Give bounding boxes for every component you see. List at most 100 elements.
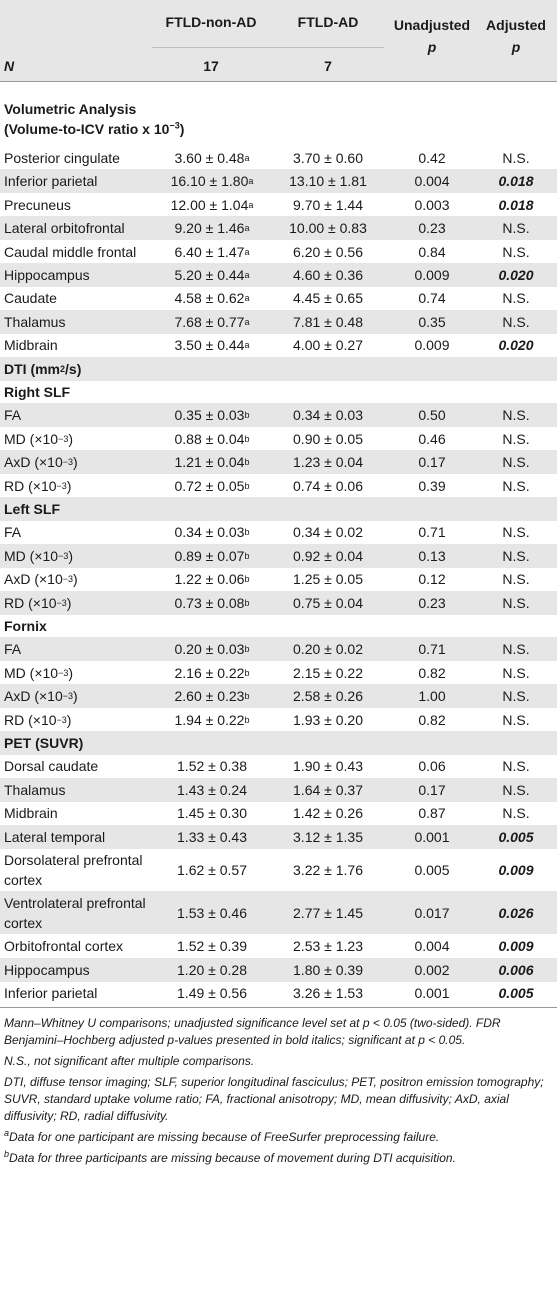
value-ftld-ad: 2.53 ± 1.23 xyxy=(293,938,363,954)
table-row: Lateral orbitofrontal 9.20 ± 1.46 a 10.00 ±… xyxy=(0,216,557,240)
row-label: Midbrain xyxy=(4,805,58,821)
section-volumetric-title: Volumetric Analysis xyxy=(4,101,137,117)
value-ftld-non-ad: 6.40 ± 1.47 a xyxy=(174,244,250,260)
value-unadjusted-p: 0.71 xyxy=(418,524,446,540)
table-row: Midbrain 1.45 ± 0.30 1.42 ± 0.26 0.87 N.S. xyxy=(0,801,557,825)
value-adjusted-p: 0.020 xyxy=(498,267,534,283)
value-unadjusted-p: 0.39 xyxy=(418,478,446,494)
row-label: AxD (×10 −3) xyxy=(4,454,78,470)
table-row: FA 0.35 ± 0.03 b 0.34 ± 0.03 0.50 N.S. xyxy=(0,403,557,427)
row-label: FA xyxy=(4,641,22,657)
value-unadjusted-p: 0.23 xyxy=(418,595,446,611)
value-ftld-ad: 4.45 ± 0.65 xyxy=(293,290,363,306)
value-adjusted-p: N.S. xyxy=(502,244,530,260)
value-adjusted-p: 0.026 xyxy=(498,904,534,921)
row-label: Thalamus xyxy=(4,782,66,798)
value-adjusted-p: N.S. xyxy=(502,571,530,587)
value-unadjusted-p: 0.42 xyxy=(418,150,446,166)
value-adjusted-p: N.S. xyxy=(502,665,530,681)
value-adjusted-p: N.S. xyxy=(502,478,530,494)
value-ftld-ad: 1.23 ± 0.04 xyxy=(293,454,363,470)
row-label: Posterior cingulate xyxy=(4,150,120,166)
value-ftld-non-ad: 12.00 ± 1.04 a xyxy=(170,197,254,213)
n-ftld-ad: 7 xyxy=(324,58,332,74)
value-ftld-non-ad: 1.33 ± 0.43 xyxy=(177,829,247,845)
value-ftld-ad: 2.15 ± 0.22 xyxy=(293,665,363,681)
value-ftld-non-ad: 3.50 ± 0.44 a xyxy=(174,337,250,353)
value-ftld-ad: 1.42 ± 0.26 xyxy=(293,805,363,821)
value-unadjusted-p: 0.005 xyxy=(414,861,450,878)
value-adjusted-p: 0.009 xyxy=(498,938,534,954)
value-ftld-ad: 3.70 ± 0.60 xyxy=(293,150,363,166)
value-ftld-ad: 1.80 ± 0.39 xyxy=(293,962,363,978)
value-unadjusted-p: 0.17 xyxy=(418,454,446,470)
table-row: RD (×10 −3) 0.72 ± 0.05 b 0.74 ± 0.06 0.39 N.S… xyxy=(0,474,557,498)
value-adjusted-p: 0.006 xyxy=(498,962,534,978)
section-fornix-label: Fornix xyxy=(4,618,47,634)
row-label: Ventrolateral prefrontal cortex xyxy=(4,894,146,931)
row-label: AxD (×10 −3) xyxy=(4,571,78,587)
row-label: MD (×10 −3) xyxy=(4,665,74,681)
table-row: Precuneus 12.00 ± 1.04 a 9.70 ± 1.44 0.003 0.… xyxy=(0,193,557,217)
table-row: MD (×10 −3) 2.16 ± 0.22 b 2.15 ± 0.22 0.82 N.S… xyxy=(0,661,557,685)
row-label: Hippocampus xyxy=(4,267,90,283)
value-unadjusted-p: 0.001 xyxy=(414,985,450,1001)
value-ftld-non-ad: 1.52 ± 0.38 xyxy=(177,758,247,774)
value-ftld-non-ad: 1.22 ± 0.06 b xyxy=(174,571,250,587)
value-unadjusted-p: 0.003 xyxy=(414,197,450,213)
value-ftld-ad: 0.92 ± 0.04 xyxy=(293,548,363,564)
value-unadjusted-p: 0.71 xyxy=(418,641,446,657)
row-label: Midbrain xyxy=(4,337,58,353)
value-ftld-non-ad: 1.21 ± 0.04 b xyxy=(174,454,250,470)
value-ftld-ad: 1.90 ± 0.43 xyxy=(293,758,363,774)
value-unadjusted-p: 0.82 xyxy=(418,712,446,728)
value-adjusted-p: 0.020 xyxy=(498,337,534,353)
value-unadjusted-p: 0.009 xyxy=(414,337,450,353)
table-row: Orbitofrontal cortex 1.52 ± 0.39 2.53 ± 1.… xyxy=(0,934,557,958)
value-adjusted-p: N.S. xyxy=(502,712,530,728)
table-row: AxD (×10 −3) 1.21 ± 0.04 b 1.23 ± 0.04 0.17 N.… xyxy=(0,450,557,474)
value-adjusted-p: 0.018 xyxy=(498,173,534,189)
value-adjusted-p: N.S. xyxy=(502,290,530,306)
value-ftld-non-ad: 0.34 ± 0.03 b xyxy=(174,524,250,540)
table-row: AxD (×10 −3) 1.22 ± 0.06 b 1.25 ± 0.05 0.12 N.… xyxy=(0,567,557,591)
value-ftld-ad: 0.74 ± 0.06 xyxy=(293,478,363,494)
value-ftld-non-ad: 0.20 ± 0.03 b xyxy=(174,641,250,657)
value-ftld-non-ad: 5.20 ± 0.44 a xyxy=(174,267,250,283)
value-ftld-ad: 1.25 ± 0.05 xyxy=(293,571,363,587)
value-ftld-ad: 13.10 ± 1.81 xyxy=(289,173,367,189)
value-ftld-non-ad: 16.10 ± 1.80 a xyxy=(170,173,254,189)
row-label: Orbitofrontal cortex xyxy=(4,938,124,954)
row-label: Hippocampus xyxy=(4,962,90,978)
value-adjusted-p: N.S. xyxy=(502,431,530,447)
value-adjusted-p: N.S. xyxy=(502,688,530,704)
value-ftld-non-ad: 1.53 ± 0.46 xyxy=(177,904,247,921)
header-divider xyxy=(152,47,384,48)
row-label: Dorsal caudate xyxy=(4,758,99,774)
value-unadjusted-p: 0.46 xyxy=(418,431,446,447)
value-unadjusted-p: 0.35 xyxy=(418,314,446,330)
table-row: Caudate 4.58 ± 0.62 a 4.45 ± 0.65 0.74 N.S. xyxy=(0,286,557,310)
row-label: Thalamus xyxy=(4,314,66,330)
value-unadjusted-p: 0.84 xyxy=(418,244,446,260)
value-adjusted-p: 0.018 xyxy=(498,197,534,213)
section-dti: DTI (mm 2/s) xyxy=(0,357,557,381)
value-unadjusted-p: 0.17 xyxy=(418,782,446,798)
value-unadjusted-p: 0.13 xyxy=(418,548,446,564)
footnote-ns: N.S., not significant after multiple com… xyxy=(4,1054,255,1068)
value-ftld-non-ad: 0.88 ± 0.04 b xyxy=(174,431,250,447)
value-adjusted-p: N.S. xyxy=(502,595,530,611)
row-label: Caudate xyxy=(4,290,57,306)
table-row: Ventrolateral prefrontal cortex 1.53 ± 0.… xyxy=(0,891,557,934)
section-fornix: Fornix xyxy=(0,614,557,638)
value-adjusted-p: N.S. xyxy=(502,524,530,540)
table-row: FA 0.20 ± 0.03 b 0.20 ± 0.02 0.71 N.S. xyxy=(0,637,557,661)
table-row: Thalamus 1.43 ± 0.24 1.64 ± 0.37 0.17 N.S. xyxy=(0,778,557,802)
value-adjusted-p: N.S. xyxy=(502,805,530,821)
value-ftld-non-ad: 1.49 ± 0.56 xyxy=(177,985,247,1001)
value-unadjusted-p: 0.82 xyxy=(418,665,446,681)
n-label: N xyxy=(4,58,15,74)
value-ftld-non-ad: 2.60 ± 0.23 b xyxy=(174,688,250,704)
section-right-slf-label: Right SLF xyxy=(4,384,71,400)
value-ftld-ad: 3.22 ± 1.76 xyxy=(293,861,363,878)
